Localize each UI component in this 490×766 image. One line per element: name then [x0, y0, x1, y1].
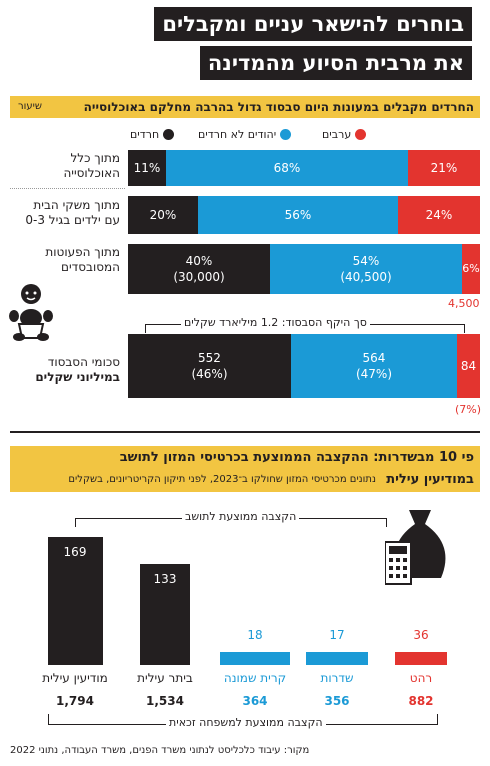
- row2-haredi-bar: 20%: [128, 196, 198, 234]
- city-family-value-0: 1,794: [56, 694, 94, 708]
- section-divider: [10, 431, 480, 433]
- section2-subtitle: נתונים מכרטיסי המזון שחולקו ב־2023, לפני…: [68, 474, 376, 485]
- city-name-2: קרית שמונה: [223, 671, 287, 685]
- row1-arab-bar: 21%: [408, 150, 480, 186]
- row-separator: [10, 188, 125, 189]
- row2-arab-bar: 24%: [398, 196, 480, 234]
- baby-icon: [9, 284, 53, 341]
- row4-jewish-bar: 564 (47%): [291, 334, 457, 398]
- city-bar-0: [47, 537, 103, 665]
- city-family-value-4: 882: [408, 694, 434, 708]
- row2-jewish-bar: 56%: [198, 196, 398, 234]
- section2-title-a: פי 10 מבשדרות: ההקצבה הממוצעת בכרטיסי המ…: [119, 450, 474, 465]
- title-line-1: בוחרים להישאר עניים ומקבלים: [154, 7, 472, 41]
- total-label: סך היקף הסבסוד: 1.2 מיליארד שקלים: [181, 316, 370, 329]
- city-resident-value-3: 17: [329, 628, 345, 642]
- row3-arab-count: 4,500: [448, 297, 480, 310]
- city-resident-value-4: 36: [413, 628, 429, 642]
- legend-jewish-swatch: [280, 129, 292, 140]
- row1-haredi-bar: 11%: [128, 150, 166, 186]
- row3-haredi-bar: 40% (30,000): [128, 244, 270, 294]
- legend-arab-swatch: [355, 129, 367, 140]
- per-family-label: הקצבה ממוצעת למשפחה זכאית: [166, 716, 326, 729]
- city-family-value-1: 1,534: [146, 694, 184, 708]
- city-bar-1: [140, 564, 190, 665]
- city-resident-value-2: 18: [247, 628, 263, 642]
- legend-haredi-swatch: [163, 129, 175, 140]
- legend-haredi-label: חרדים: [130, 128, 160, 141]
- city-resident-value-1: 133: [153, 572, 177, 586]
- section2-title-b: במודיעין עילית: [386, 472, 474, 487]
- row1-label: מתוך כלל האוכלוסייה: [63, 151, 120, 180]
- section1-header: החרדים מקבלים במעונות היום סבסוד גדול בה…: [10, 96, 480, 118]
- row1-jewish-bar: 68%: [166, 150, 408, 186]
- row3-label: מתוך הפעוטות המסובסדים: [45, 245, 120, 274]
- row4-arab-bar: 84: [457, 334, 480, 398]
- row2-label: מתוך משקי הבית עם ילדים בגיל 0-3: [25, 198, 120, 227]
- row4-arab-pct: (7%): [455, 403, 482, 416]
- section1-unit: שיעור: [18, 101, 42, 112]
- city-bar-2: [220, 652, 290, 665]
- city-name-0: מודיעין עילית: [42, 671, 108, 685]
- city-bar-4: [395, 652, 447, 665]
- city-name-3: שדרות: [320, 671, 354, 685]
- row4-label: סכומי הסבסוד במיליוני שקלים: [35, 355, 120, 384]
- legend-jewish-label: יהודים לא חרדים: [198, 128, 277, 141]
- legend-jewish: יהודים לא חרדים: [198, 128, 292, 141]
- source-note: מקור: עיבוד כלכליסט לנתוני משרד הפנים, מ…: [10, 745, 310, 756]
- city-resident-value-0: 169: [63, 545, 87, 559]
- row4-haredi-bar: 552 (46%): [128, 334, 291, 398]
- title-line-2: את מרבית הסיוע מהמדינה: [199, 46, 472, 80]
- city-name-4: רהט: [409, 671, 433, 685]
- section2-header: פי 10 מבשדרות: ההקצבה הממוצעת בכרטיסי המ…: [10, 446, 480, 492]
- row3-jewish-bar: 54% (40,500): [270, 244, 462, 294]
- legend-arab-label: ערבים: [322, 128, 352, 141]
- money-bag-icon: [385, 510, 446, 585]
- legend-haredi: חרדים: [130, 128, 175, 141]
- city-family-value-2: 364: [242, 694, 268, 708]
- city-bar-3: [306, 652, 368, 665]
- legend-arab: ערבים: [322, 128, 367, 141]
- city-family-value-3: 356: [324, 694, 350, 708]
- section1-title: החרדים מקבלים במעונות היום סבסוד גדול בה…: [83, 100, 474, 114]
- row3-arab-bar: 6%: [462, 244, 480, 294]
- per-resident-label: הקצבה ממוצעת לתושב: [182, 510, 300, 523]
- city-name-1: ביתר עילית: [137, 671, 193, 685]
